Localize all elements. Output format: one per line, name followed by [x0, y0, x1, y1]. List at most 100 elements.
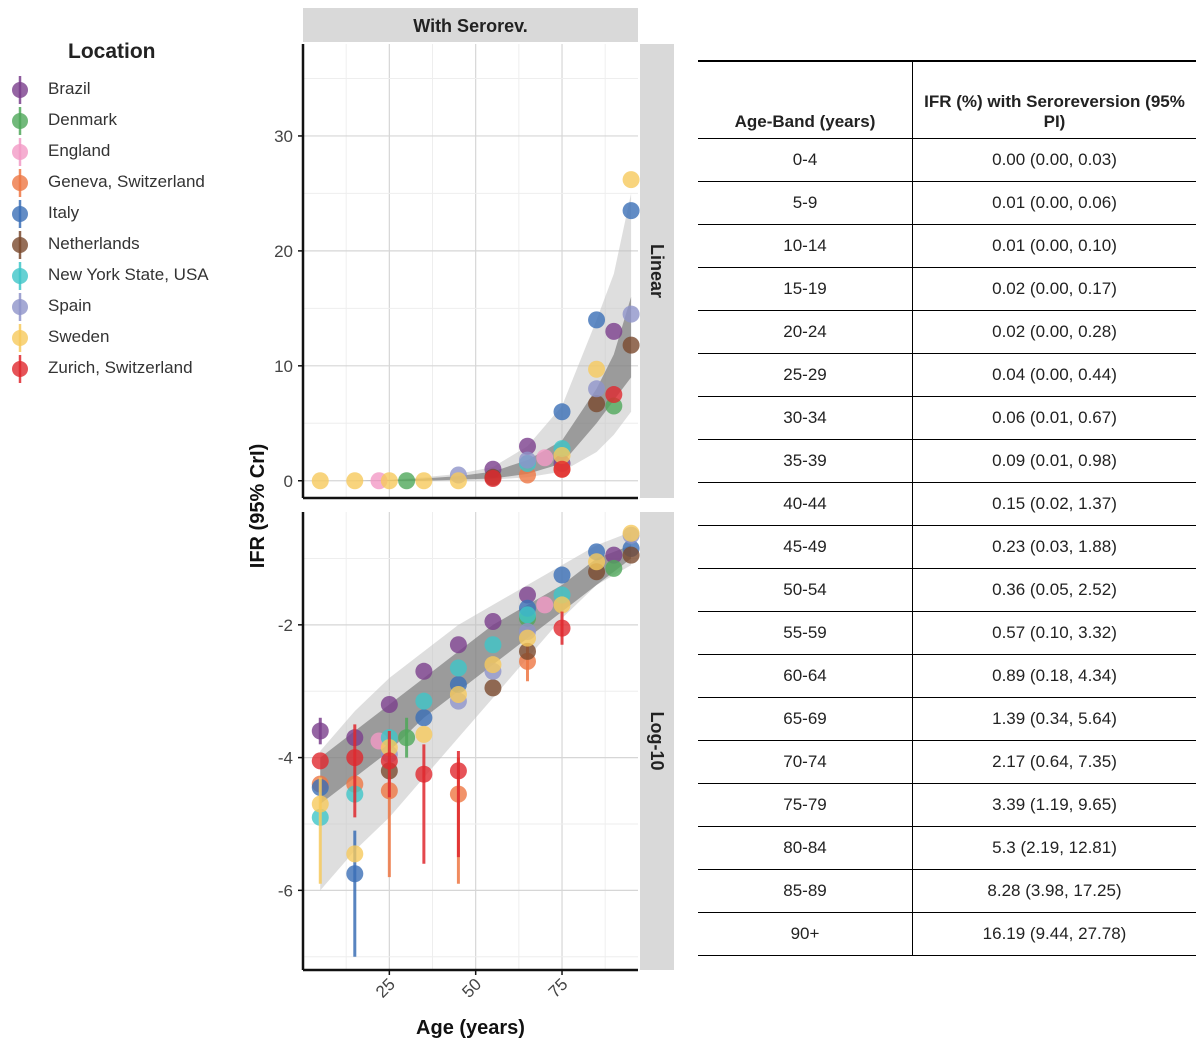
legend-label: Sweden [48, 327, 110, 346]
credible-band-outer [320, 531, 632, 891]
data-point [605, 546, 623, 564]
legend-label: Denmark [48, 110, 117, 129]
y-tick-label: 0 [284, 472, 293, 491]
data-point [553, 446, 571, 464]
legend-label: Geneva, Switzerland [48, 172, 205, 191]
data-point [415, 725, 433, 743]
data-point [311, 722, 329, 740]
legend-label: Zurich, Switzerland [48, 358, 193, 377]
age-band-cell: 5-9 [698, 181, 913, 225]
data-point [518, 642, 536, 660]
legend-item: Spain [10, 293, 250, 321]
data-point [518, 586, 536, 604]
ifr-cell: 0.15 (0.02, 1.37) [912, 482, 1196, 526]
data-point [449, 762, 467, 780]
ifr-cell: 2.17 (0.64, 7.35) [912, 740, 1196, 784]
faceted-plot: With Serorev. 0 10 20 30 Linear -6 -4 -2 Log-10 25… [247, 8, 674, 1039]
strip-right [640, 44, 674, 498]
legend-item: Zurich, Switzerland [10, 355, 250, 383]
legend-item: Italy [10, 200, 250, 228]
y-tick-label: -4 [278, 749, 293, 768]
ifr-cell: 0.02 (0.00, 0.17) [912, 267, 1196, 311]
data-point [622, 524, 640, 542]
ifr-cell: 5.3 (2.19, 12.81) [912, 826, 1196, 870]
legend-label: Spain [48, 296, 92, 315]
data-point [588, 311, 606, 329]
table-row: 40-44 0.15 (0.02, 1.37) [698, 482, 1196, 526]
y-tick-label: -6 [278, 881, 293, 900]
ifr-cell: 0.09 (0.01, 0.98) [912, 439, 1196, 483]
legend-label: England [48, 141, 111, 160]
table-row: 70-74 2.17 (0.64, 7.35) [698, 740, 1196, 784]
table-row: 45-49 0.23 (0.03, 1.88) [698, 525, 1196, 569]
legend-item: Netherlands [10, 231, 250, 259]
ifr-cell: 0.57 (0.10, 3.32) [912, 611, 1196, 655]
table-row: 60-64 0.89 (0.18, 4.34) [698, 654, 1196, 698]
data-point [518, 606, 536, 624]
data-point [553, 596, 571, 614]
data-point [553, 619, 571, 637]
x-axis-title: Age (years) [416, 1017, 525, 1039]
data-point [346, 749, 364, 767]
data-point [518, 437, 536, 455]
strip-top-label: With Serorev. [413, 16, 528, 36]
legend-key-icon [12, 107, 28, 135]
x-tick-label: 25 [372, 975, 399, 1002]
legend-key-icon [12, 262, 28, 290]
data-point [380, 752, 398, 770]
legend-key-icon [12, 231, 28, 259]
age-band-cell: 40-44 [698, 482, 913, 526]
age-band-cell: 55-59 [698, 611, 913, 655]
legend-label: Brazil [48, 79, 91, 98]
age-band-cell: 90+ [698, 912, 913, 956]
data-point [605, 322, 623, 340]
chart-legend: Location Brazil Denmark England Geneva, Swi… [0, 0, 250, 400]
data-point [622, 202, 640, 220]
table-header-ifr: IFR (%) with Seroreversion (95% PI) [912, 60, 1196, 139]
data-point [415, 692, 433, 710]
y-tick-label: -2 [278, 616, 293, 635]
strip-top [303, 8, 638, 42]
age-band-cell: 15-19 [698, 267, 913, 311]
table-row: 35-39 0.09 (0.01, 0.98) [698, 439, 1196, 483]
data-point [536, 596, 554, 614]
panel-linear: 0 10 20 30 Linear [274, 44, 674, 500]
age-band-cell: 50-54 [698, 568, 913, 612]
legend-key-icon [12, 293, 28, 321]
ifr-cell: 0.89 (0.18, 4.34) [912, 654, 1196, 698]
ifr-cell: 16.19 (9.44, 27.78) [912, 912, 1196, 956]
data-point [484, 679, 502, 697]
data-point [346, 845, 364, 863]
data-point [622, 336, 640, 354]
ifr-cell: 3.39 (1.19, 9.65) [912, 783, 1196, 827]
data-point [588, 395, 606, 413]
data-point [605, 386, 623, 404]
age-band-cell: 60-64 [698, 654, 913, 698]
data-point [415, 472, 433, 490]
data-point [588, 360, 606, 378]
x-tick-label: 50 [458, 975, 485, 1002]
data-point [553, 566, 571, 584]
legend-key-icon [12, 200, 28, 228]
data-point [380, 695, 398, 713]
data-point [311, 472, 329, 490]
legend-key-icon [12, 76, 28, 104]
table-row: 5-9 0.01 (0.00, 0.06) [698, 181, 1196, 225]
legend-label: New York State, USA [48, 265, 209, 284]
data-point [415, 765, 433, 783]
age-band-cell: 65-69 [698, 697, 913, 741]
ifr-cell: 0.01 (0.00, 0.10) [912, 224, 1196, 268]
data-point [588, 553, 606, 571]
y-tick-label: 30 [274, 127, 293, 146]
ifr-cell: 0.06 (0.01, 0.67) [912, 396, 1196, 440]
ifr-cell: 0.36 (0.05, 2.52) [912, 568, 1196, 612]
table-row: 90+ 16.19 (9.44, 27.78) [698, 912, 1196, 956]
panel-log10: -6 -4 -2 Log-10 [278, 512, 674, 972]
legend-label: Netherlands [48, 234, 140, 253]
ifr-cell: 0.02 (0.00, 0.28) [912, 310, 1196, 354]
y-tick-label: 10 [274, 357, 293, 376]
y-tick-label: 20 [274, 242, 293, 261]
data-point [605, 559, 623, 577]
ifr-cell: 0.23 (0.03, 1.88) [912, 525, 1196, 569]
ifr-cell: 0.01 (0.00, 0.06) [912, 181, 1196, 225]
